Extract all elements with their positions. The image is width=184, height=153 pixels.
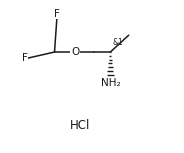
Text: F: F xyxy=(54,9,60,19)
Text: NH₂: NH₂ xyxy=(100,78,120,88)
Text: HCl: HCl xyxy=(70,119,90,132)
Text: F: F xyxy=(22,53,28,63)
Text: &1: &1 xyxy=(112,38,123,47)
Text: O: O xyxy=(71,47,79,57)
